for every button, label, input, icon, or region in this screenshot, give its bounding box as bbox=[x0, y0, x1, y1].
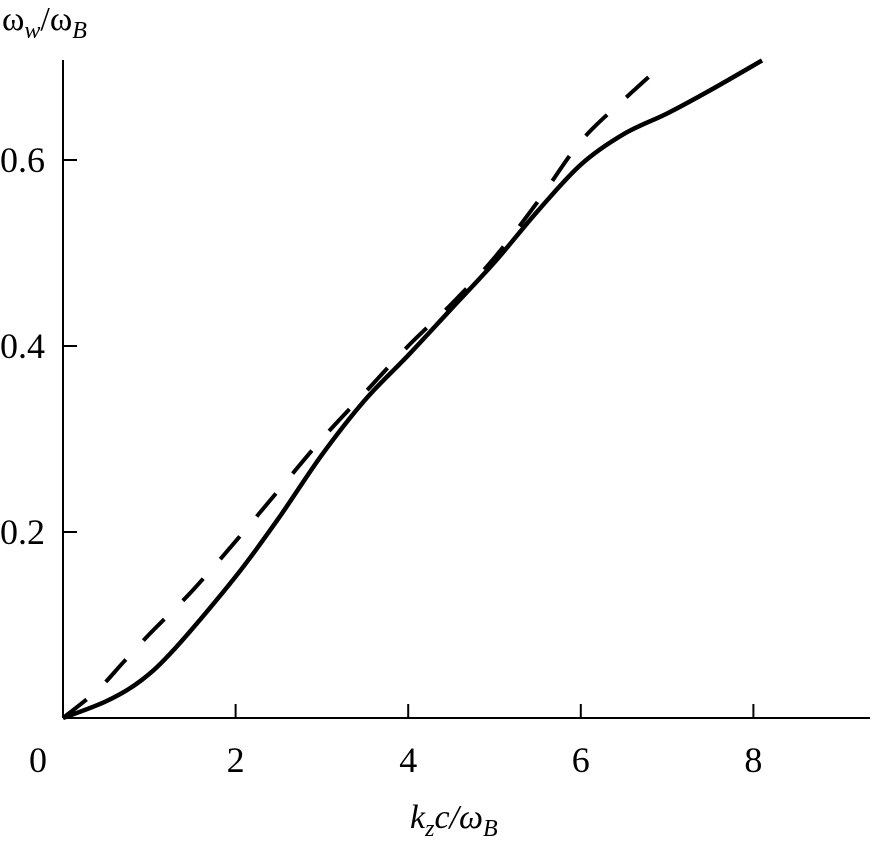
y-tick-label: 0.2 bbox=[0, 512, 45, 552]
solid-series-line bbox=[62, 58, 764, 721]
x-axis-title: kzc/ωB bbox=[410, 799, 498, 842]
x-tick-label: 4 bbox=[399, 740, 417, 780]
x-tick-label: 8 bbox=[744, 740, 762, 780]
y-tick-label: 0.4 bbox=[0, 326, 45, 366]
x-tick-label: 0 bbox=[29, 740, 47, 780]
dashed-series-line bbox=[61, 59, 669, 720]
y-tick-label: 0.6 bbox=[0, 140, 45, 180]
y-axis-title: ωw/ωB bbox=[2, 1, 87, 44]
x-tick-label: 6 bbox=[572, 740, 590, 780]
x-tick-label: 2 bbox=[227, 740, 245, 780]
